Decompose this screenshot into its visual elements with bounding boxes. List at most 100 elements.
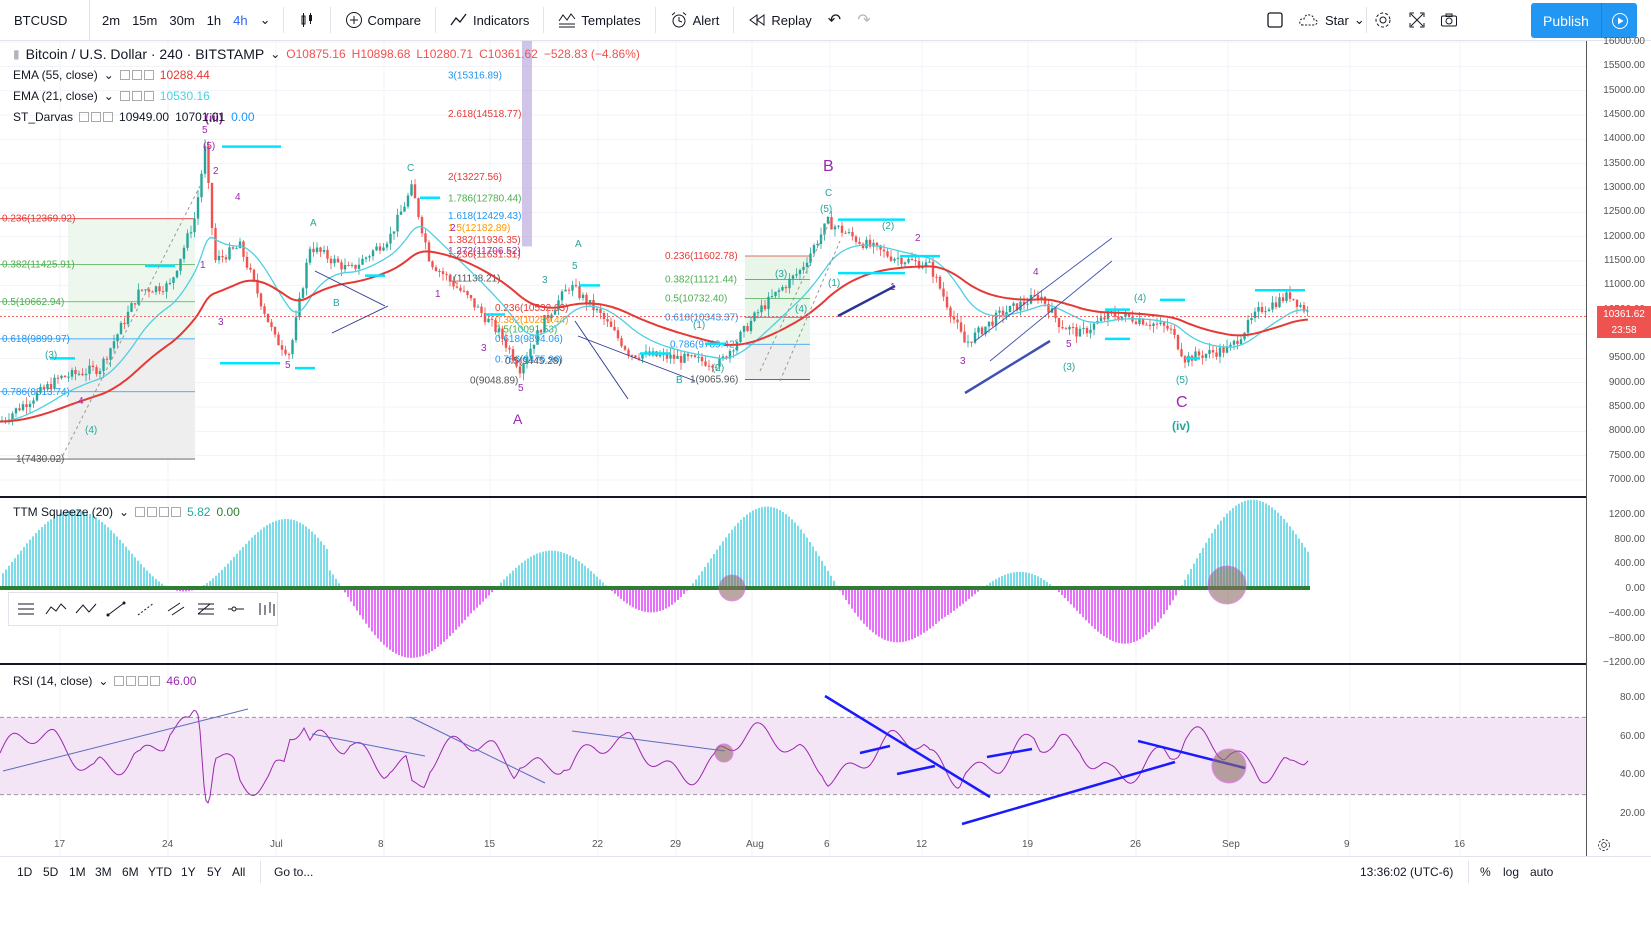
trendline-tool-icon[interactable] <box>105 598 127 620</box>
settings-button[interactable] <box>1366 0 1400 41</box>
candle <box>718 358 721 367</box>
fullscreen-button[interactable] <box>1400 0 1434 41</box>
range-all[interactable]: All <box>232 865 246 879</box>
candle <box>469 295 473 299</box>
wave-label: (4) <box>85 425 97 436</box>
time-axis[interactable]: 17 24 Jul 8 15 22 29 Aug 6 12 19 26 Sep 9 16 <box>0 837 1587 857</box>
wave-label: (2) <box>882 221 894 232</box>
highlight-circle <box>714 743 734 763</box>
lines-tool-icon[interactable] <box>15 598 37 620</box>
pane-separator[interactable] <box>0 496 1587 498</box>
replay-button[interactable]: Replay <box>740 0 819 41</box>
candle <box>1148 324 1152 326</box>
candle <box>434 267 438 271</box>
ttm-tick: −800.00 <box>1608 632 1645 644</box>
legend-actions[interactable] <box>135 507 182 517</box>
symbol-search[interactable]: BTCUSD <box>0 0 90 41</box>
alert-button[interactable]: Alert <box>662 0 728 41</box>
candle <box>630 355 634 357</box>
price-axis[interactable]: 16000.00 15500.00 15000.00 14500.00 14000.00… <box>1586 36 1651 856</box>
candle <box>25 404 28 408</box>
divider <box>282 7 284 33</box>
publish-play-button[interactable] <box>1601 3 1637 38</box>
candle <box>879 245 882 250</box>
range-6m[interactable]: 6M <box>122 865 139 879</box>
range-1m[interactable]: 1M <box>69 865 86 879</box>
ema55-label[interactable]: EMA (55, close) <box>13 68 98 82</box>
clock[interactable]: 13:36:02 (UTC-6) <box>1360 865 1454 879</box>
redo-button[interactable]: ↷ <box>849 0 878 41</box>
rsi-label[interactable]: RSI (14, close) <box>13 674 93 688</box>
gear-icon <box>1375 12 1391 28</box>
legend-actions[interactable] <box>119 70 154 80</box>
chart-canvas[interactable]: 0.236(12369.92) 0.382(11425.91) 0.5(10662.… <box>0 41 1587 856</box>
chevron-down-icon[interactable]: ⌄ <box>119 505 130 519</box>
ray-tool-icon[interactable] <box>135 598 157 620</box>
candle <box>543 315 546 333</box>
candle <box>144 289 147 291</box>
chart-area[interactable]: 0.236(12369.92) 0.382(11425.91) 0.5(10662.… <box>0 41 1651 856</box>
symbol-title[interactable]: Bitcoin / U.S. Dollar · 240 · BITSTAMP <box>25 46 265 62</box>
chevron-down-icon[interactable]: ⌄ <box>103 68 114 82</box>
legend-actions[interactable] <box>79 112 114 122</box>
candle <box>319 247 322 252</box>
interval-2m[interactable]: 2m <box>102 12 121 28</box>
fib-tool-icon[interactable] <box>195 598 217 620</box>
range-1y[interactable]: 1Y <box>181 865 196 879</box>
axis-settings-button[interactable] <box>1597 838 1611 857</box>
candle <box>501 328 504 340</box>
range-5y[interactable]: 5Y <box>207 865 222 879</box>
candle <box>522 363 525 374</box>
collapse-legend-icon[interactable]: ▮ <box>13 47 20 61</box>
ema21-label[interactable]: EMA (21, close) <box>13 89 98 103</box>
undo-button[interactable]: ↶ <box>820 0 849 41</box>
redo-icon: ↷ <box>857 12 871 29</box>
darvas-label[interactable]: ST_Darvas <box>13 110 74 124</box>
elliott-wave-tool-icon[interactable] <box>45 598 67 620</box>
candle <box>35 392 39 401</box>
chevron-down-icon[interactable]: ⌄ <box>98 674 109 688</box>
legend-actions[interactable] <box>119 91 154 101</box>
star-button[interactable]: Star ⌄ <box>1290 0 1373 41</box>
divider <box>260 861 261 883</box>
chart-type-button[interactable] <box>290 0 324 41</box>
range-1d[interactable]: 1D <box>17 865 33 879</box>
interval-30m[interactable]: 30m <box>169 12 195 28</box>
templates-button[interactable]: Templates <box>550 0 648 41</box>
range-5d[interactable]: 5D <box>43 865 59 879</box>
drawing-toolbar <box>8 592 278 626</box>
range-ytd[interactable]: YTD <box>148 865 172 879</box>
publish-button[interactable]: Publish <box>1531 3 1601 38</box>
parallel-channel-tool-icon[interactable] <box>165 598 187 620</box>
wave-label: 5 <box>572 261 578 272</box>
candle <box>39 386 42 393</box>
abc-wave-tool-icon[interactable] <box>75 598 97 620</box>
interval-dropdown-chevron-icon[interactable]: ⌄ <box>259 12 271 27</box>
ema55-value: 10288.44 <box>159 68 210 82</box>
interval-15m[interactable]: 15m <box>132 12 158 28</box>
candle <box>1099 317 1103 321</box>
bars-pattern-tool-icon[interactable] <box>255 598 277 620</box>
pane-separator[interactable] <box>0 663 1587 665</box>
candle <box>49 384 53 389</box>
auto-toggle[interactable]: auto <box>1530 865 1554 879</box>
log-toggle[interactable]: log <box>1503 865 1520 879</box>
percent-toggle[interactable]: % <box>1480 865 1491 879</box>
fullscreen-layout-toggle[interactable] <box>1258 0 1292 41</box>
goto-button[interactable]: Go to... <box>274 865 314 879</box>
candle <box>203 145 207 174</box>
interval-4h[interactable]: 4h <box>233 12 248 28</box>
range-3m[interactable]: 3M <box>95 865 112 879</box>
legend-actions[interactable] <box>114 676 161 686</box>
indicators-button[interactable]: Indicators <box>442 0 537 41</box>
snapshot-button[interactable] <box>1432 0 1466 41</box>
price-tick: 9000.00 <box>1608 376 1645 388</box>
candle <box>1155 323 1159 325</box>
horizontal-ray-tool-icon[interactable] <box>225 598 247 620</box>
chevron-down-icon[interactable]: ⌄ <box>103 89 114 103</box>
candle <box>207 145 210 183</box>
interval-1h[interactable]: 1h <box>206 12 222 28</box>
compare-button[interactable]: Compare <box>337 0 429 41</box>
ttm-label[interactable]: TTM Squeeze (20) <box>13 505 114 519</box>
chevron-down-icon[interactable]: ⌄ <box>270 47 281 61</box>
